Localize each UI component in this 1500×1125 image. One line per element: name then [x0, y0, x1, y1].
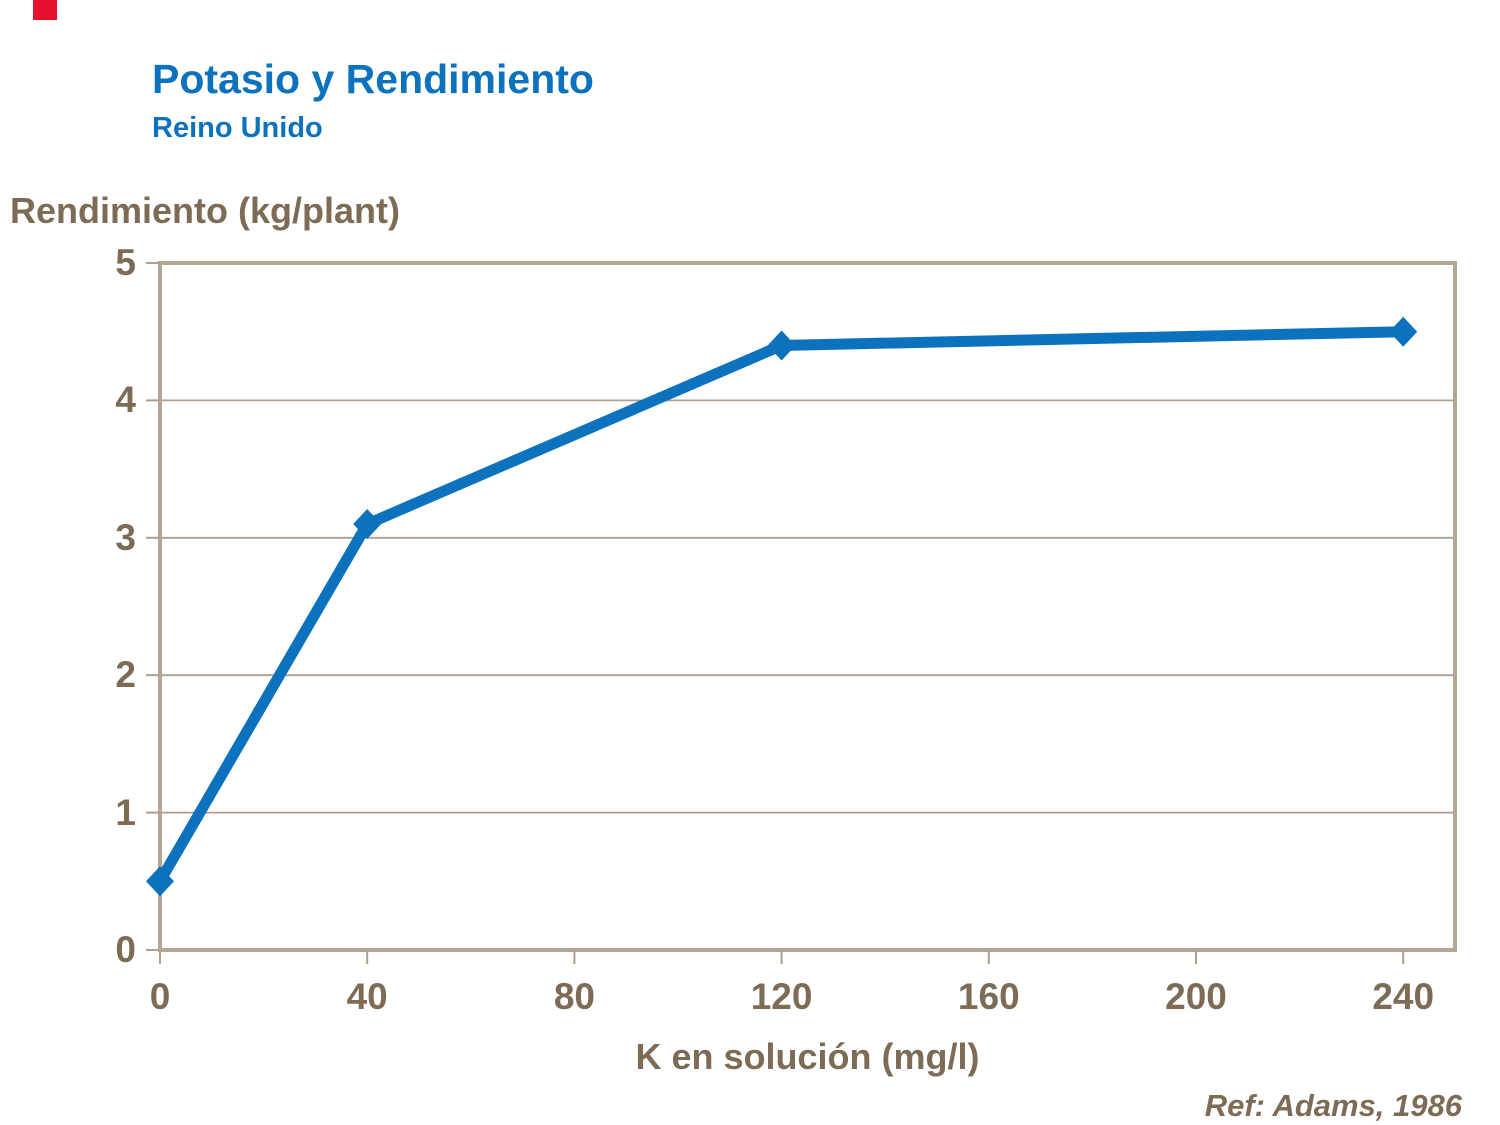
data-point-marker [353, 509, 382, 540]
red-square-logo [33, 0, 57, 20]
reference-citation: Ref: Adams, 1986 [1204, 1088, 1462, 1123]
y-tick-label: 0 [115, 929, 136, 970]
data-point-marker [767, 330, 796, 361]
x-tick-label: 120 [750, 976, 813, 1017]
y-axis-title: Rendimiento (kg/plant) [10, 190, 400, 231]
series-line [155, 326, 1404, 885]
data-point-marker [1389, 316, 1418, 347]
y-tick-label: 2 [115, 654, 136, 696]
data-point-marker [146, 866, 174, 897]
x-tick-label: 80 [553, 976, 595, 1017]
y-tick-label: 3 [115, 516, 136, 558]
page-subtitle: Reino Unido [152, 112, 323, 144]
y-tick-label: 1 [115, 791, 136, 833]
page-title: Potasio y Rendimiento [152, 56, 594, 102]
x-axis-title: K en solución (mg/l) [635, 1036, 980, 1077]
x-tick-label: 40 [346, 976, 388, 1017]
x-tick-label: 0 [149, 976, 171, 1017]
y-tick-label: 4 [115, 379, 136, 421]
x-tick-label: 200 [1165, 976, 1227, 1017]
x-tick-label: 240 [1372, 976, 1435, 1017]
chart-plot-area [146, 261, 1457, 964]
axis-border [158, 261, 1457, 952]
x-tick-label: 160 [957, 976, 1020, 1017]
y-tick-label: 5 [115, 242, 136, 283]
